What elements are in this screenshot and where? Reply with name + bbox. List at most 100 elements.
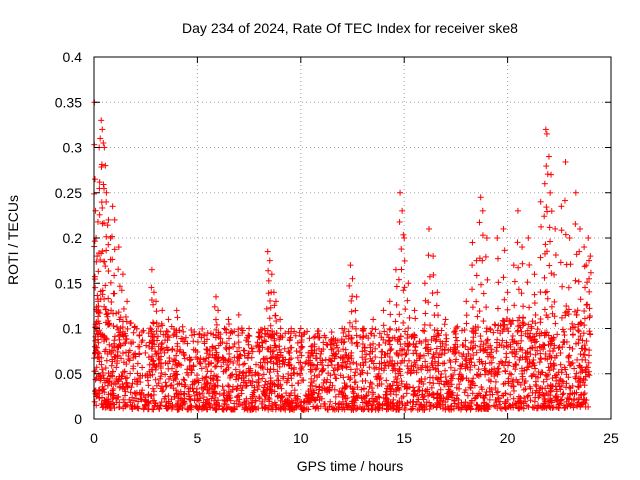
- data-point: [563, 371, 570, 378]
- data-point: [113, 323, 120, 330]
- data-point: [575, 328, 582, 335]
- data-point: [198, 365, 205, 372]
- data-point: [197, 355, 204, 362]
- data-point: [108, 362, 115, 369]
- data-point: [165, 392, 172, 399]
- data-point: [350, 359, 357, 366]
- data-point: [190, 338, 197, 345]
- data-point: [331, 386, 338, 393]
- data-point: [428, 384, 435, 391]
- data-point: [546, 348, 553, 355]
- data-point: [145, 354, 152, 361]
- data-point: [396, 365, 403, 372]
- x-tick-label: 20: [500, 430, 516, 446]
- data-point: [582, 346, 589, 353]
- data-point: [430, 380, 437, 387]
- data-point: [423, 344, 430, 351]
- data-point: [453, 325, 460, 332]
- y-tick-label: 0.25: [55, 185, 82, 201]
- y-tick-label: 0.2: [63, 230, 83, 246]
- data-point: [557, 350, 564, 357]
- y-tick-label: 0.35: [55, 94, 82, 110]
- data-point: [277, 397, 284, 404]
- data-point: [573, 389, 580, 396]
- data-point: [320, 379, 327, 386]
- data-point: [202, 358, 209, 365]
- y-tick-label: 0.05: [55, 366, 82, 382]
- data-point: [225, 382, 232, 389]
- data-point: [560, 390, 567, 397]
- data-point: [271, 388, 278, 395]
- data-point: [562, 312, 569, 319]
- data-point: [180, 328, 187, 335]
- data-point: [352, 369, 359, 376]
- data-point: [209, 343, 216, 350]
- data-point: [574, 356, 581, 363]
- data-point: [130, 365, 137, 372]
- data-point: [341, 380, 348, 387]
- data-point: [299, 343, 306, 350]
- data-point: [128, 384, 135, 391]
- data-point: [561, 405, 568, 412]
- data-point: [454, 392, 461, 399]
- data-point: [490, 402, 497, 409]
- data-point: [507, 391, 514, 398]
- data-point: [162, 337, 169, 344]
- data-point: [574, 327, 581, 334]
- data-point: [240, 369, 247, 376]
- data-point: [335, 348, 342, 355]
- x-tick-label: 0: [90, 430, 98, 446]
- data-point: [199, 390, 206, 397]
- x-axis-label: GPS time / hours: [297, 458, 404, 474]
- data-point: [259, 375, 266, 382]
- data-point: [442, 367, 449, 374]
- data-point: [518, 337, 525, 344]
- data-point: [396, 368, 403, 375]
- data-point: [103, 357, 110, 364]
- data-point: [471, 362, 478, 369]
- data-point: [99, 369, 106, 376]
- data-point: [127, 370, 134, 377]
- data-point: [536, 359, 543, 366]
- data-point: [488, 359, 495, 366]
- data-point: [532, 351, 539, 358]
- y-tick-label: 0.15: [55, 275, 82, 291]
- data-point: [159, 388, 166, 395]
- chart-title: Day 234 of 2024, Rate Of TEC Index for r…: [182, 20, 518, 36]
- data-point: [142, 349, 149, 356]
- x-tick-label: 15: [396, 430, 412, 446]
- data-points: [91, 99, 594, 413]
- data-point: [152, 376, 159, 383]
- data-point: [546, 367, 553, 374]
- data-point: [154, 333, 161, 340]
- data-point: [529, 372, 536, 379]
- data-point: [527, 345, 534, 352]
- y-tick-label: 0.3: [63, 140, 83, 156]
- y-tick-label: 0.4: [63, 49, 83, 65]
- data-point: [583, 397, 590, 404]
- data-point: [528, 325, 535, 332]
- data-point: [523, 366, 530, 373]
- data-point: [234, 383, 241, 390]
- data-point: [253, 361, 260, 368]
- data-point: [425, 341, 432, 348]
- data-point: [93, 364, 100, 371]
- data-point: [522, 356, 529, 363]
- data-point: [282, 330, 289, 337]
- data-point: [571, 365, 578, 372]
- data-point: [235, 339, 242, 346]
- data-point: [420, 352, 427, 359]
- data-point: [454, 323, 461, 330]
- data-point: [495, 365, 502, 372]
- data-point: [504, 362, 511, 369]
- y-tick-label: 0: [74, 411, 82, 427]
- data-point: [157, 375, 164, 382]
- data-point: [311, 372, 318, 379]
- data-point: [298, 345, 305, 352]
- data-point: [290, 369, 297, 376]
- data-point: [397, 372, 404, 379]
- data-point: [313, 365, 320, 372]
- x-tick-label: 5: [194, 430, 202, 446]
- y-axis-label: ROTI / TECUs: [5, 195, 21, 285]
